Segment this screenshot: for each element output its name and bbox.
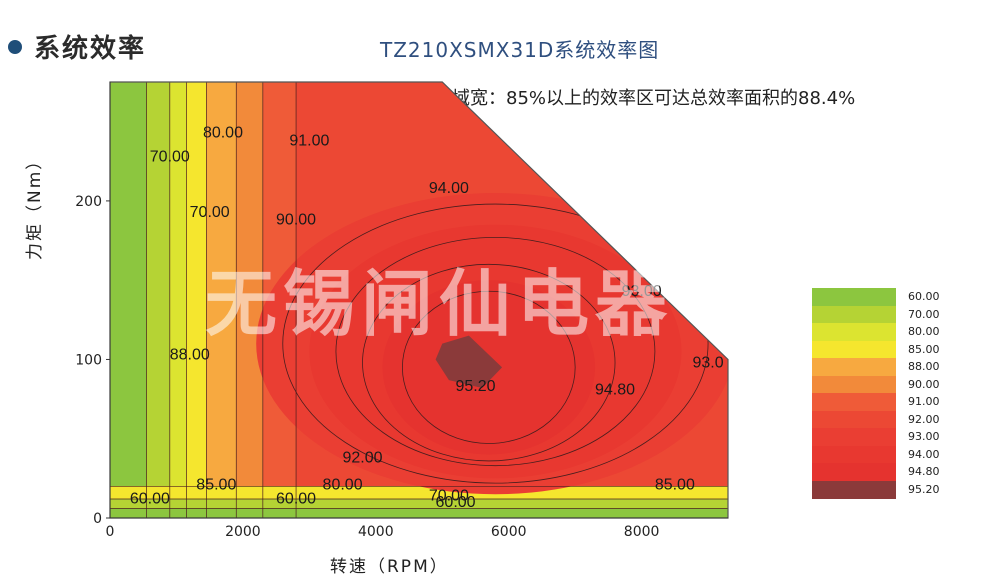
contour-label: 90.00 (276, 212, 316, 229)
x-tick-label: 8000 (624, 524, 660, 540)
legend-swatch (812, 288, 896, 306)
section-header: 系统效率 (0, 28, 146, 65)
legend-swatch (812, 463, 896, 481)
contour-label: 70.00 (150, 148, 190, 165)
contour-label: 94.00 (429, 180, 469, 197)
band-strip-70.00 (146, 82, 170, 518)
contour-label: 88.00 (170, 346, 210, 363)
legend-item: 70.00 (812, 305, 1000, 324)
band-strip-90.00 (236, 82, 263, 518)
band-bottom-60 (110, 508, 728, 518)
section-title: 系统效率 (34, 34, 147, 64)
contour-label: 93.0 (692, 354, 723, 371)
x-tick-label: 0 (106, 524, 115, 540)
legend-item: 60.00 (812, 288, 1000, 306)
legend-item: 93.00 (812, 428, 1000, 446)
legend-label: 93.00 (908, 430, 940, 443)
legend-swatch (812, 445, 896, 464)
legend-label: 85.00 (908, 342, 940, 356)
x-tick-label: 4000 (358, 524, 394, 540)
legend-item: 90.00 (812, 375, 1000, 394)
contour-labels: 80.00 70.00 91.00 94.00 70.00 90.00 93.00 88.00… (130, 124, 724, 510)
contour-label: 60.00 (436, 494, 476, 511)
x-tick-label: 2000 (225, 524, 261, 540)
legend-swatch (812, 340, 896, 359)
legend-label: 91.00 (908, 395, 940, 408)
legend-item: 92.00 (812, 410, 1000, 429)
x-axis-label: 转速（RPM） (330, 557, 449, 577)
contour-lines (110, 82, 728, 518)
bullet-icon (8, 39, 22, 54)
chart-info-box: TZ210XSMX31D系统效率图 高效工作域宽：85%以上的效率区可达总效率面… (368, 10, 1000, 122)
legend-label: 80.00 (908, 325, 940, 338)
legend-item: 91.00 (812, 393, 1000, 411)
contour-label: 94.80 (595, 381, 635, 398)
legend-label: 95.20 (908, 482, 940, 496)
y-axis-label-wrap: 力矩（Nm） (20, 151, 60, 370)
legend-item: 88.00 (812, 358, 1000, 376)
contour-label: 93.00 (622, 283, 662, 300)
legend-label: 70.00 (908, 307, 940, 321)
contour-label: 85.00 (655, 476, 695, 493)
y-axis-label: 力矩（Nm） (25, 150, 45, 260)
contour-ellipse-1 (335, 236, 656, 467)
legend-item: 94.80 (812, 463, 1000, 481)
contour-label: 80.00 (323, 476, 363, 493)
watermark: 无锡闸仙电器 (205, 261, 674, 346)
legend-swatch (812, 358, 896, 376)
legend-item: 80.00 (812, 323, 1000, 341)
contour-label: 60.00 (130, 491, 170, 508)
y-tick-label: 0 (93, 511, 102, 527)
contour-ellipse-3 (401, 290, 576, 444)
legend-swatch (812, 323, 896, 341)
legend-item: 95.20 (812, 480, 1000, 499)
legend-swatch (812, 393, 896, 411)
legend-swatch (812, 410, 896, 429)
legend-label: 94.80 (908, 465, 940, 478)
band-peak-95.20 (435, 335, 503, 388)
contour-ellipse-0 (282, 203, 709, 484)
contour-ellipse-2 (362, 263, 616, 462)
legend-swatch (812, 305, 896, 324)
legend-label: 60.00 (908, 290, 940, 303)
contour-label: 80.00 (203, 124, 243, 141)
contour-label: 70.00 (190, 204, 230, 221)
axes: 0 2000 4000 6000 8000 0 100 200 (75, 82, 728, 540)
contour-label: 92.00 (342, 450, 382, 467)
legend-label: 90.00 (908, 377, 940, 391)
band-strip-88.00 (206, 82, 237, 518)
legend-label: 92.00 (908, 412, 940, 426)
legend-swatch (812, 375, 896, 394)
band-strip-80.00 (169, 82, 187, 518)
contour-label: 60.00 (276, 491, 316, 508)
y-tick-label: 200 (75, 194, 102, 210)
contour-label: 91.00 (289, 132, 329, 149)
band-strip-60.00 (110, 82, 147, 518)
legend-label: 88.00 (908, 360, 940, 373)
band-strip-85.00 (186, 82, 207, 518)
y-tick-label: 100 (75, 352, 102, 368)
legend-item: 85.00 (812, 340, 1000, 359)
legend-label: 94.00 (908, 447, 940, 461)
legend-swatch (812, 480, 896, 499)
efficiency-bands (110, 82, 728, 518)
legend-swatch (812, 428, 896, 446)
chart-title: TZ210XSMX31D系统效率图 (380, 38, 660, 62)
legend-item: 94.00 (812, 445, 1000, 464)
chart-subtitle: 高效工作域宽：85%以上的效率区可达总效率面积的88.4% (380, 88, 856, 109)
x-tick-label: 6000 (491, 524, 527, 540)
contour-label: 85.00 (196, 476, 236, 493)
contour-label: 70.00 (429, 488, 469, 505)
contour-label: 95.20 (455, 378, 495, 395)
